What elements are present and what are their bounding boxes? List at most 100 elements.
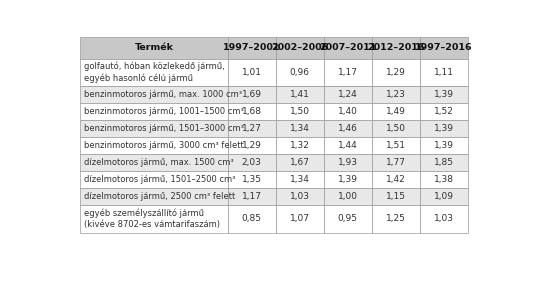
- Text: 1,29: 1,29: [386, 68, 406, 77]
- Bar: [420, 188, 468, 205]
- Text: 1,34: 1,34: [290, 175, 310, 184]
- Bar: [276, 171, 324, 188]
- Bar: [80, 205, 228, 233]
- Text: 1997–2016: 1997–2016: [415, 43, 473, 53]
- Text: 1,93: 1,93: [338, 158, 358, 167]
- Text: 1,49: 1,49: [386, 107, 406, 116]
- Text: 1,39: 1,39: [434, 90, 454, 99]
- Text: 1,39: 1,39: [434, 124, 454, 133]
- Bar: [372, 103, 420, 120]
- Text: 2,03: 2,03: [242, 158, 262, 167]
- Bar: [372, 86, 420, 103]
- Bar: [372, 188, 420, 205]
- Bar: [324, 37, 372, 59]
- Text: 1,09: 1,09: [434, 192, 454, 201]
- Text: 1,39: 1,39: [434, 141, 454, 150]
- Bar: [324, 188, 372, 205]
- Text: 1,24: 1,24: [338, 90, 358, 99]
- Bar: [228, 37, 276, 59]
- Bar: [276, 103, 324, 120]
- Text: 2007–2011: 2007–2011: [319, 43, 377, 53]
- Bar: [372, 59, 420, 86]
- Bar: [228, 205, 276, 233]
- Text: dízelmotoros jármű, 2500 cm³ felett: dízelmotoros jármű, 2500 cm³ felett: [85, 192, 235, 201]
- Text: Termék: Termék: [135, 43, 173, 53]
- Bar: [228, 154, 276, 171]
- Text: egyéb személyszállító jármű
(kivéve 8702-es vámtarifaszám): egyéb személyszállító jármű (kivéve 8702…: [85, 208, 220, 229]
- Text: 1,77: 1,77: [386, 158, 406, 167]
- Bar: [276, 59, 324, 86]
- Text: 1,23: 1,23: [386, 90, 406, 99]
- Bar: [80, 188, 228, 205]
- Text: benzinmotoros jármű, 1001–1500 cm³: benzinmotoros jármű, 1001–1500 cm³: [85, 107, 244, 116]
- Bar: [420, 103, 468, 120]
- Bar: [80, 59, 228, 86]
- Text: 1,41: 1,41: [290, 90, 310, 99]
- Bar: [276, 154, 324, 171]
- Bar: [276, 188, 324, 205]
- Text: 1,00: 1,00: [338, 192, 358, 201]
- Bar: [324, 171, 372, 188]
- Bar: [80, 137, 228, 154]
- Text: 1,11: 1,11: [434, 68, 454, 77]
- Bar: [80, 154, 228, 171]
- Text: 1,52: 1,52: [434, 107, 454, 116]
- Bar: [420, 86, 468, 103]
- Text: 1,07: 1,07: [290, 214, 310, 224]
- Bar: [80, 171, 228, 188]
- Bar: [228, 86, 276, 103]
- Bar: [228, 120, 276, 137]
- Bar: [228, 59, 276, 86]
- Text: 1,44: 1,44: [338, 141, 358, 150]
- Text: 1,03: 1,03: [434, 214, 454, 224]
- Bar: [276, 137, 324, 154]
- Text: 1,68: 1,68: [242, 107, 262, 116]
- Text: 1997–2001: 1997–2001: [223, 43, 280, 53]
- Text: dízelmotoros jármű, 1501–2500 cm³: dízelmotoros jármű, 1501–2500 cm³: [85, 175, 236, 184]
- Text: 1,38: 1,38: [434, 175, 454, 184]
- Bar: [80, 37, 228, 59]
- Text: 1,67: 1,67: [290, 158, 310, 167]
- Text: 1,15: 1,15: [386, 192, 406, 201]
- Bar: [80, 103, 228, 120]
- Text: 1,27: 1,27: [242, 124, 262, 133]
- Text: 1,50: 1,50: [386, 124, 406, 133]
- Bar: [324, 120, 372, 137]
- Text: 1,03: 1,03: [290, 192, 310, 201]
- Bar: [324, 103, 372, 120]
- Bar: [228, 188, 276, 205]
- Text: 1,25: 1,25: [386, 214, 406, 224]
- Text: 1,69: 1,69: [242, 90, 262, 99]
- Bar: [276, 205, 324, 233]
- Text: dízelmotoros jármű, max. 1500 cm³: dízelmotoros jármű, max. 1500 cm³: [85, 158, 234, 167]
- Text: 0,85: 0,85: [242, 214, 262, 224]
- Text: 0,95: 0,95: [338, 214, 358, 224]
- Text: benzinmotoros jármű, 1501–3000 cm³: benzinmotoros jármű, 1501–3000 cm³: [85, 124, 244, 133]
- Text: 2012–2016: 2012–2016: [367, 43, 425, 53]
- Text: 1,50: 1,50: [290, 107, 310, 116]
- Bar: [80, 120, 228, 137]
- Text: benzinmotoros jármű, 3000 cm³ felett: benzinmotoros jármű, 3000 cm³ felett: [85, 141, 244, 150]
- Bar: [420, 205, 468, 233]
- Bar: [420, 171, 468, 188]
- Bar: [228, 171, 276, 188]
- Text: 1,34: 1,34: [290, 124, 310, 133]
- Bar: [420, 154, 468, 171]
- Bar: [324, 154, 372, 171]
- Bar: [420, 120, 468, 137]
- Bar: [324, 137, 372, 154]
- Text: 1,01: 1,01: [242, 68, 262, 77]
- Text: golfautó, hóban közlekedő jármű,
egyéb hasonló célú jármű: golfautó, hóban közlekedő jármű, egyéb h…: [85, 62, 225, 83]
- Bar: [276, 86, 324, 103]
- Bar: [228, 137, 276, 154]
- Text: 1,85: 1,85: [434, 158, 454, 167]
- Bar: [276, 120, 324, 137]
- Bar: [420, 59, 468, 86]
- Bar: [80, 86, 228, 103]
- Text: 1,39: 1,39: [338, 175, 358, 184]
- Bar: [324, 205, 372, 233]
- Text: 1,42: 1,42: [386, 175, 406, 184]
- Text: 1,51: 1,51: [386, 141, 406, 150]
- Text: 1,29: 1,29: [242, 141, 262, 150]
- Text: 1,35: 1,35: [242, 175, 262, 184]
